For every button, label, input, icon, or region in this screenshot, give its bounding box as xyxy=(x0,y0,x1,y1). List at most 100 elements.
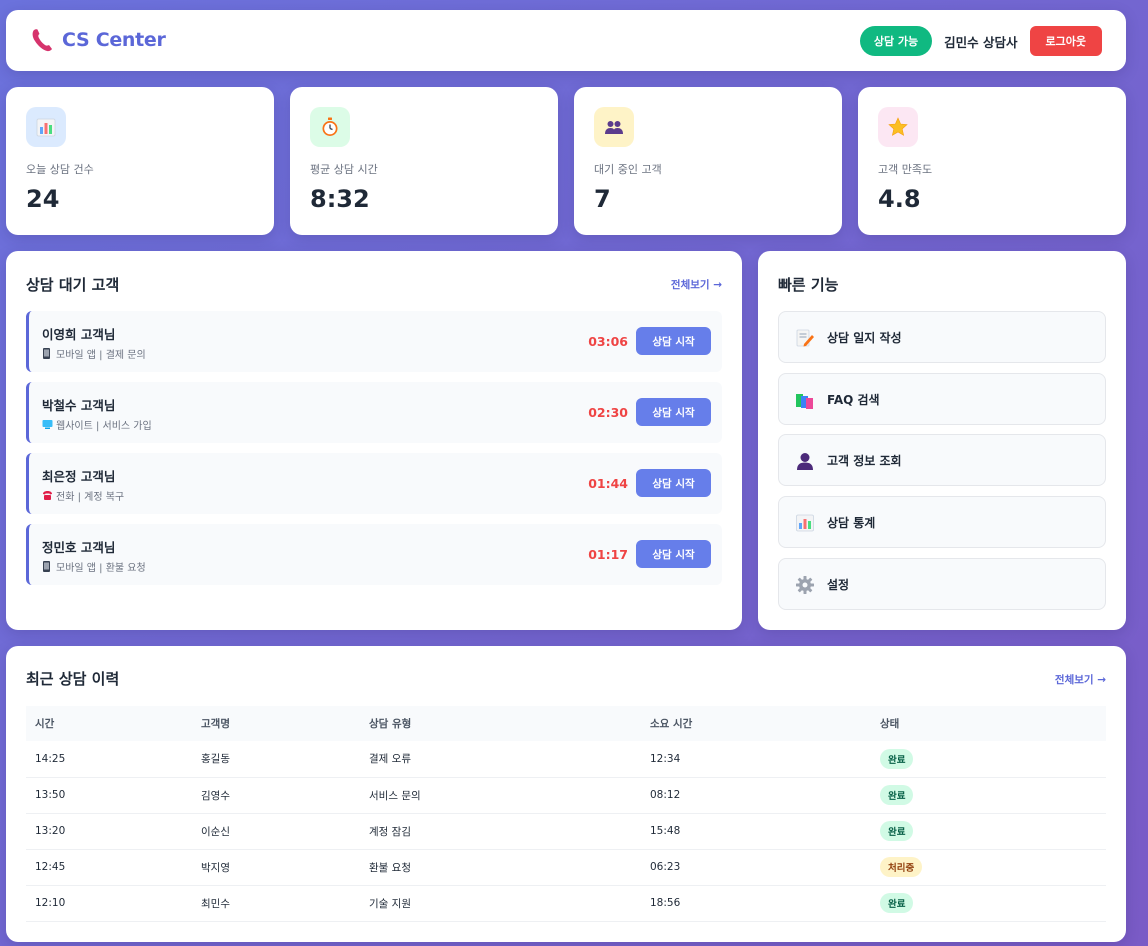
channel-topic: 웹사이트 | 서비스 가입 xyxy=(56,421,152,432)
column-header: 소요 시간 xyxy=(641,706,871,741)
customer-channel: 모바일 앱 | 결제 문의 xyxy=(42,346,146,361)
availability-status-badge[interactable]: 상담 가능 xyxy=(859,26,933,56)
logo[interactable]: CS Center xyxy=(30,26,166,54)
channel-topic: 전화 | 계정 복구 xyxy=(56,492,125,503)
status-badge: 완료 xyxy=(880,893,914,913)
bar-chart-icon xyxy=(794,512,816,534)
channel-topic: 모바일 앱 | 환불 요청 xyxy=(56,563,146,574)
waiting-customers-panel: 상담 대기 고객 전체보기 → 이영희 고객님 모바일 앱 | 결제 문의 03… xyxy=(6,251,742,630)
cell-time: 12:10 xyxy=(26,885,192,922)
stat-card-waiting-customers: 대기 중인 고객 7 xyxy=(574,87,842,235)
table-row[interactable]: 14:25 홍길동 결제 오류 12:34 완료 xyxy=(26,741,1106,778)
cell-time: 14:25 xyxy=(26,741,192,778)
table-row[interactable]: 13:50 김영수 서비스 문의 08:12 완료 xyxy=(26,777,1106,814)
stat-value: 24 xyxy=(26,185,60,213)
cell-duration: 12:34 xyxy=(641,741,871,778)
quick-item-label: 설정 xyxy=(827,578,850,592)
cell-duration: 06:23 xyxy=(641,849,871,886)
column-header: 상태 xyxy=(871,706,1106,741)
column-header: 고객명 xyxy=(192,706,360,741)
mobile-icon xyxy=(42,348,51,359)
quick-item-consult-log[interactable]: 상담 일지 작성 xyxy=(778,311,1106,363)
customer-channel: 전화 | 계정 복구 xyxy=(42,488,124,503)
stat-label: 오늘 상담 건수 xyxy=(26,163,94,176)
books-icon xyxy=(794,389,816,411)
status-badge: 완료 xyxy=(880,748,914,769)
start-consultation-button[interactable]: 상담 시작 xyxy=(636,327,711,355)
history-table: 시간 고객명 상담 유형 소요 시간 상태 14:25 홍길동 결제 오류 12… xyxy=(26,706,1106,922)
quick-item-settings[interactable]: 설정 xyxy=(778,558,1106,610)
cell-time: 13:20 xyxy=(26,813,192,850)
cell-type: 결제 오류 xyxy=(360,741,641,778)
cell-customer: 이순신 xyxy=(192,813,360,850)
cell-type: 환불 요청 xyxy=(360,849,641,886)
cell-customer: 김영수 xyxy=(192,777,360,814)
stat-label: 고객 만족도 xyxy=(878,163,933,176)
cell-type: 기술 지원 xyxy=(360,885,641,922)
quick-item-label: 상담 일지 작성 xyxy=(827,331,902,345)
stat-value: 4.8 xyxy=(878,185,921,213)
table-header-row: 시간 고객명 상담 유형 소요 시간 상태 xyxy=(26,706,1106,741)
table-row[interactable]: 12:45 박지영 환불 요청 06:23 처리중 xyxy=(26,849,1106,886)
star-icon xyxy=(878,107,918,147)
quick-item-label: FAQ 검색 xyxy=(827,393,880,407)
stopwatch-icon xyxy=(310,107,350,147)
column-header: 상담 유형 xyxy=(360,706,641,741)
recent-history-panel: 최근 상담 이력 전체보기 → 시간 고객명 상담 유형 소요 시간 상태 14… xyxy=(6,646,1126,942)
customer-name: 박철수 고객님 xyxy=(42,398,116,413)
status-badge: 완료 xyxy=(880,821,914,841)
quick-item-faq-search[interactable]: FAQ 검색 xyxy=(778,373,1106,425)
quick-item-customer-lookup[interactable]: 고객 정보 조회 xyxy=(778,434,1106,486)
panel-title: 상담 대기 고객 xyxy=(26,276,120,294)
user-icon xyxy=(794,450,816,472)
customer-channel: 웹사이트 | 서비스 가입 xyxy=(42,417,152,432)
status-badge: 완료 xyxy=(880,785,914,805)
cell-time: 13:50 xyxy=(26,777,192,814)
quick-item-consult-stats[interactable]: 상담 통계 xyxy=(778,496,1106,548)
mobile-icon xyxy=(42,561,51,572)
cell-customer: 홍길동 xyxy=(192,741,360,778)
cell-customer: 최민수 xyxy=(192,885,360,922)
view-all-link[interactable]: 전체보기 → xyxy=(1054,674,1106,686)
queue-item[interactable]: 최은정 고객님 전화 | 계정 복구 01:44 상담 시작 xyxy=(26,453,722,514)
agent-name: 김민수 상담사 xyxy=(944,34,1018,50)
cell-time: 12:45 xyxy=(26,849,192,886)
memo-icon xyxy=(794,327,816,349)
logout-button[interactable]: 로그아웃 xyxy=(1029,26,1102,56)
wait-time: 01:17 xyxy=(588,547,628,562)
panel-title: 빠른 기능 xyxy=(778,276,839,294)
users-icon xyxy=(594,107,634,147)
wait-time: 02:30 xyxy=(588,405,628,420)
stat-value: 7 xyxy=(594,185,611,213)
column-header: 시간 xyxy=(26,706,192,741)
quick-functions-panel: 빠른 기능 상담 일지 작성 FAQ 검색 고객 정보 조회 상담 통계 xyxy=(758,251,1126,630)
start-consultation-button[interactable]: 상담 시작 xyxy=(636,469,711,497)
queue-item[interactable]: 박철수 고객님 웹사이트 | 서비스 가입 02:30 상담 시작 xyxy=(26,382,722,443)
wait-time: 03:06 xyxy=(588,334,628,349)
table-row[interactable]: 12:10 최민수 기술 지원 18:56 완료 xyxy=(26,885,1106,922)
stat-card-avg-time: 평균 상담 시간 8:32 xyxy=(290,87,558,235)
customer-channel: 모바일 앱 | 환불 요청 xyxy=(42,559,146,574)
cell-duration: 18:56 xyxy=(641,885,871,922)
queue-item[interactable]: 정민호 고객님 모바일 앱 | 환불 요청 01:17 상담 시작 xyxy=(26,524,722,585)
channel-topic: 모바일 앱 | 결제 문의 xyxy=(56,350,146,361)
bar-chart-icon xyxy=(26,107,66,147)
cell-duration: 08:12 xyxy=(641,777,871,814)
telephone-receiver-icon xyxy=(30,26,54,54)
start-consultation-button[interactable]: 상담 시작 xyxy=(636,540,711,568)
start-consultation-button[interactable]: 상담 시작 xyxy=(636,398,711,426)
stat-card-satisfaction: 고객 만족도 4.8 xyxy=(858,87,1126,235)
cell-type: 계정 잠김 xyxy=(360,813,641,850)
top-header: CS Center 상담 가능 김민수 상담사 로그아웃 xyxy=(6,10,1126,71)
logo-text: CS Center xyxy=(62,29,166,51)
stat-value: 8:32 xyxy=(310,185,370,213)
gear-icon xyxy=(794,574,816,596)
stat-card-today-count: 오늘 상담 건수 24 xyxy=(6,87,274,235)
view-all-link[interactable]: 전체보기 → xyxy=(670,279,722,291)
table-row[interactable]: 13:20 이순신 계정 잠김 15:48 완료 xyxy=(26,813,1106,850)
customer-name: 최은정 고객님 xyxy=(42,469,116,484)
cell-type: 서비스 문의 xyxy=(360,777,641,814)
telephone-icon xyxy=(42,490,52,501)
queue-item[interactable]: 이영희 고객님 모바일 앱 | 결제 문의 03:06 상담 시작 xyxy=(26,311,722,372)
cell-duration: 15:48 xyxy=(641,813,871,850)
